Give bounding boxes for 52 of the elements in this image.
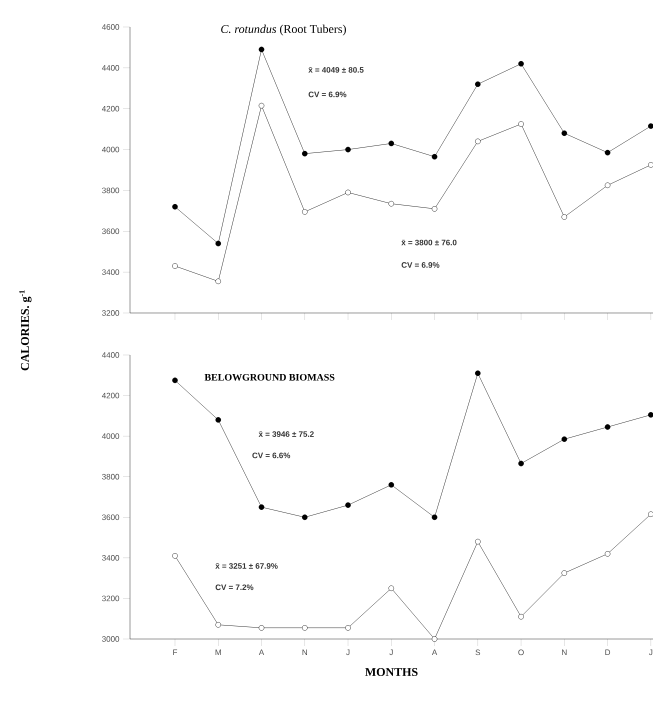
point: [302, 514, 308, 520]
text: BELOWGROUND BIOMASS: [204, 374, 334, 381]
point: [432, 514, 438, 520]
point: [604, 182, 610, 188]
point: [172, 204, 178, 210]
point: [258, 504, 264, 510]
point: [562, 436, 568, 442]
point: [604, 551, 610, 557]
point: [518, 121, 524, 127]
point: [475, 138, 481, 144]
point: [518, 614, 524, 620]
point: [172, 263, 178, 269]
chart-title: C. rotundus (Root Tubers): [221, 24, 346, 36]
point: [302, 625, 308, 631]
point: [215, 240, 222, 246]
point: [258, 102, 264, 108]
point: [562, 130, 568, 136]
point: [475, 538, 481, 544]
point: [518, 60, 524, 67]
point: [648, 511, 653, 518]
point: [345, 502, 351, 508]
point: [604, 424, 610, 430]
point: [345, 625, 351, 631]
point: [258, 46, 264, 52]
point: [475, 370, 481, 376]
point: [648, 412, 653, 418]
point: [215, 622, 222, 628]
point: [432, 206, 438, 212]
point: [388, 200, 394, 206]
point: [172, 378, 178, 384]
point: [302, 150, 308, 156]
point: [302, 209, 308, 215]
point: [475, 81, 481, 87]
point: [562, 214, 568, 220]
point: [648, 162, 653, 168]
point: [432, 154, 438, 160]
point: [432, 636, 438, 642]
point: [388, 140, 394, 146]
x-axis-title: MONTHS: [365, 668, 418, 676]
point: [562, 570, 568, 576]
point: [518, 460, 524, 466]
point: [388, 585, 394, 592]
point: [345, 190, 351, 196]
point: [345, 146, 351, 152]
point: [215, 278, 222, 284]
point: [172, 553, 178, 559]
point: [388, 482, 394, 488]
y-axis-title: CALORIES. g$^{-1}$: [19, 290, 32, 370]
point: [648, 123, 653, 129]
point: [604, 150, 610, 156]
point: [215, 417, 222, 423]
point: [258, 625, 264, 631]
